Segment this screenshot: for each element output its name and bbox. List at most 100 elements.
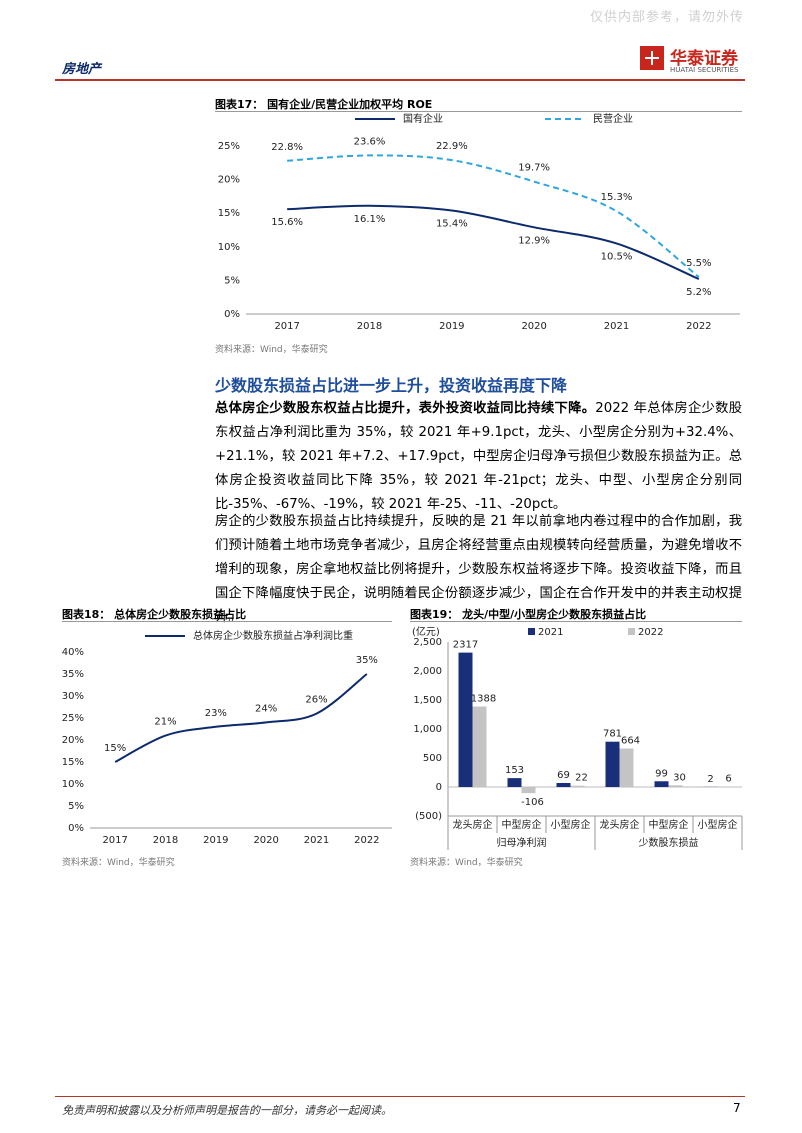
y-tick-label: 0%	[224, 309, 240, 320]
y-tick-label: 40%	[62, 647, 84, 658]
legend-label: 民营企业	[593, 112, 633, 125]
y-tick-label: 25%	[62, 713, 84, 724]
caption-rule	[62, 621, 392, 622]
x-tick-label: 2017	[274, 321, 299, 332]
data-label: 23.6%	[354, 136, 386, 147]
group-label: 少数股东损益	[639, 836, 699, 849]
bar	[458, 652, 473, 787]
page-number: 7	[733, 1101, 741, 1115]
y-tick-label: 1,500	[413, 695, 442, 706]
section-label: 房地产	[62, 62, 102, 77]
y-tick-label: 20%	[62, 735, 84, 746]
bar	[605, 741, 620, 787]
figure-source: 资料来源：Wind，华泰研究	[62, 858, 175, 868]
data-label: 6	[725, 774, 731, 785]
y-tick-label: 0	[436, 782, 442, 793]
logo-icon	[640, 46, 664, 70]
caption-rule	[410, 621, 742, 622]
y-tick-label: 10%	[218, 242, 240, 253]
legend-swatch	[528, 628, 535, 635]
y-tick-label: 5%	[68, 801, 84, 812]
y-tick-label: 1,000	[413, 724, 442, 735]
legend-label: 总体房企少数股东损益占净利润比重	[193, 629, 353, 642]
x-tick-label: 小型房企	[698, 818, 738, 831]
data-label: 21%	[154, 717, 176, 728]
x-tick-label: 2019	[203, 835, 228, 846]
figure-caption: 图表17： 国有企业/民营企业加权平均 ROE	[215, 98, 433, 111]
data-label: 2317	[453, 640, 478, 651]
y-tick-label: 500	[423, 753, 442, 764]
bar	[668, 785, 683, 787]
bar	[507, 778, 522, 787]
x-tick-label: 2019	[439, 321, 464, 332]
x-tick-label: 2022	[354, 835, 379, 846]
x-tick-label: 龙头房企	[600, 818, 640, 831]
figure-caption: 图表19： 龙头/中型/小型房企少数股东损益占比	[410, 608, 647, 621]
legend-label: 2022	[638, 627, 663, 638]
bar	[472, 706, 487, 787]
x-tick-label: 2021	[604, 321, 629, 332]
x-tick-label: 小型房企	[551, 818, 591, 831]
line-series	[287, 154, 700, 278]
data-label: 664	[621, 735, 640, 746]
bar	[521, 787, 536, 794]
data-label: 5.5%	[686, 258, 711, 269]
data-label: 15.3%	[601, 192, 633, 203]
y-tick-label: 15%	[62, 757, 84, 768]
header-rule	[55, 79, 745, 81]
y-tick-label: 15%	[218, 208, 240, 219]
data-label: 22	[575, 773, 588, 784]
line-series	[114, 673, 368, 763]
data-label: 23%	[205, 708, 227, 719]
data-label: 35%	[356, 655, 378, 666]
data-label: 22.8%	[271, 142, 303, 153]
data-label: -106	[521, 797, 544, 808]
x-tick-label: 2017	[102, 835, 127, 846]
data-label: 15.6%	[271, 217, 303, 228]
paragraph-lead: 总体房企少数股东权益占比提升，表外投资收益同比持续下降。	[215, 401, 596, 416]
y-tick-label: 30%	[62, 691, 84, 702]
data-label: 19.7%	[518, 163, 550, 174]
y-unit: (亿元)	[412, 625, 440, 638]
data-label: 99	[655, 768, 668, 779]
logo-subtext: HUATAI SECURITIES	[670, 66, 739, 74]
bar	[570, 785, 585, 787]
data-label: 16.1%	[354, 214, 386, 225]
bar	[654, 781, 669, 787]
y-tick-label: 2,000	[413, 666, 442, 677]
x-tick-label: 2018	[357, 321, 382, 332]
bar	[556, 782, 571, 787]
data-label: 15%	[104, 743, 126, 754]
legend-label: 2021	[538, 627, 563, 638]
data-label: 781	[603, 729, 622, 740]
y-tick-label: 0%	[68, 823, 84, 834]
data-label: 24%	[255, 703, 277, 714]
figure-source: 资料来源：Wind，华泰研究	[215, 345, 328, 355]
data-label: 15.4%	[436, 219, 468, 230]
data-label: 153	[505, 765, 524, 776]
legend-swatch	[628, 628, 635, 635]
data-label: 26%	[305, 695, 327, 706]
section-heading: 少数股东损益占比进一步上升，投资收益再度下降	[215, 376, 568, 395]
y-tick-label: 25%	[218, 141, 240, 152]
data-label: 2	[707, 774, 713, 785]
x-tick-label: 2018	[153, 835, 178, 846]
paragraph: 房企的少数股东损益占比持续提升，反映的是 21 年以前拿地内卷过程中的合作加剧，…	[215, 514, 742, 625]
legend-label: 国有企业	[403, 112, 443, 125]
data-label: 22.9%	[436, 141, 468, 152]
y-tick-label: 5%	[224, 275, 240, 286]
x-tick-label: 2020	[521, 321, 546, 332]
y-tick-label: 35%	[62, 669, 84, 680]
figure-caption: 图表18： 总体房企少数股东损益占比	[62, 608, 247, 621]
data-label: 5.2%	[686, 287, 711, 298]
line-series	[287, 204, 700, 280]
x-tick-label: 2022	[686, 321, 711, 332]
paragraph: 总体房企少数股东权益占比提升，表外投资收益同比持续下降。2022 年总体房企少数…	[215, 397, 742, 517]
x-tick-label: 龙头房企	[453, 818, 493, 831]
y-tick-label: 10%	[62, 779, 84, 790]
group-label: 归母净利润	[497, 836, 547, 849]
data-label: 1388	[471, 693, 496, 704]
logo-text: 华泰证券	[670, 49, 738, 69]
